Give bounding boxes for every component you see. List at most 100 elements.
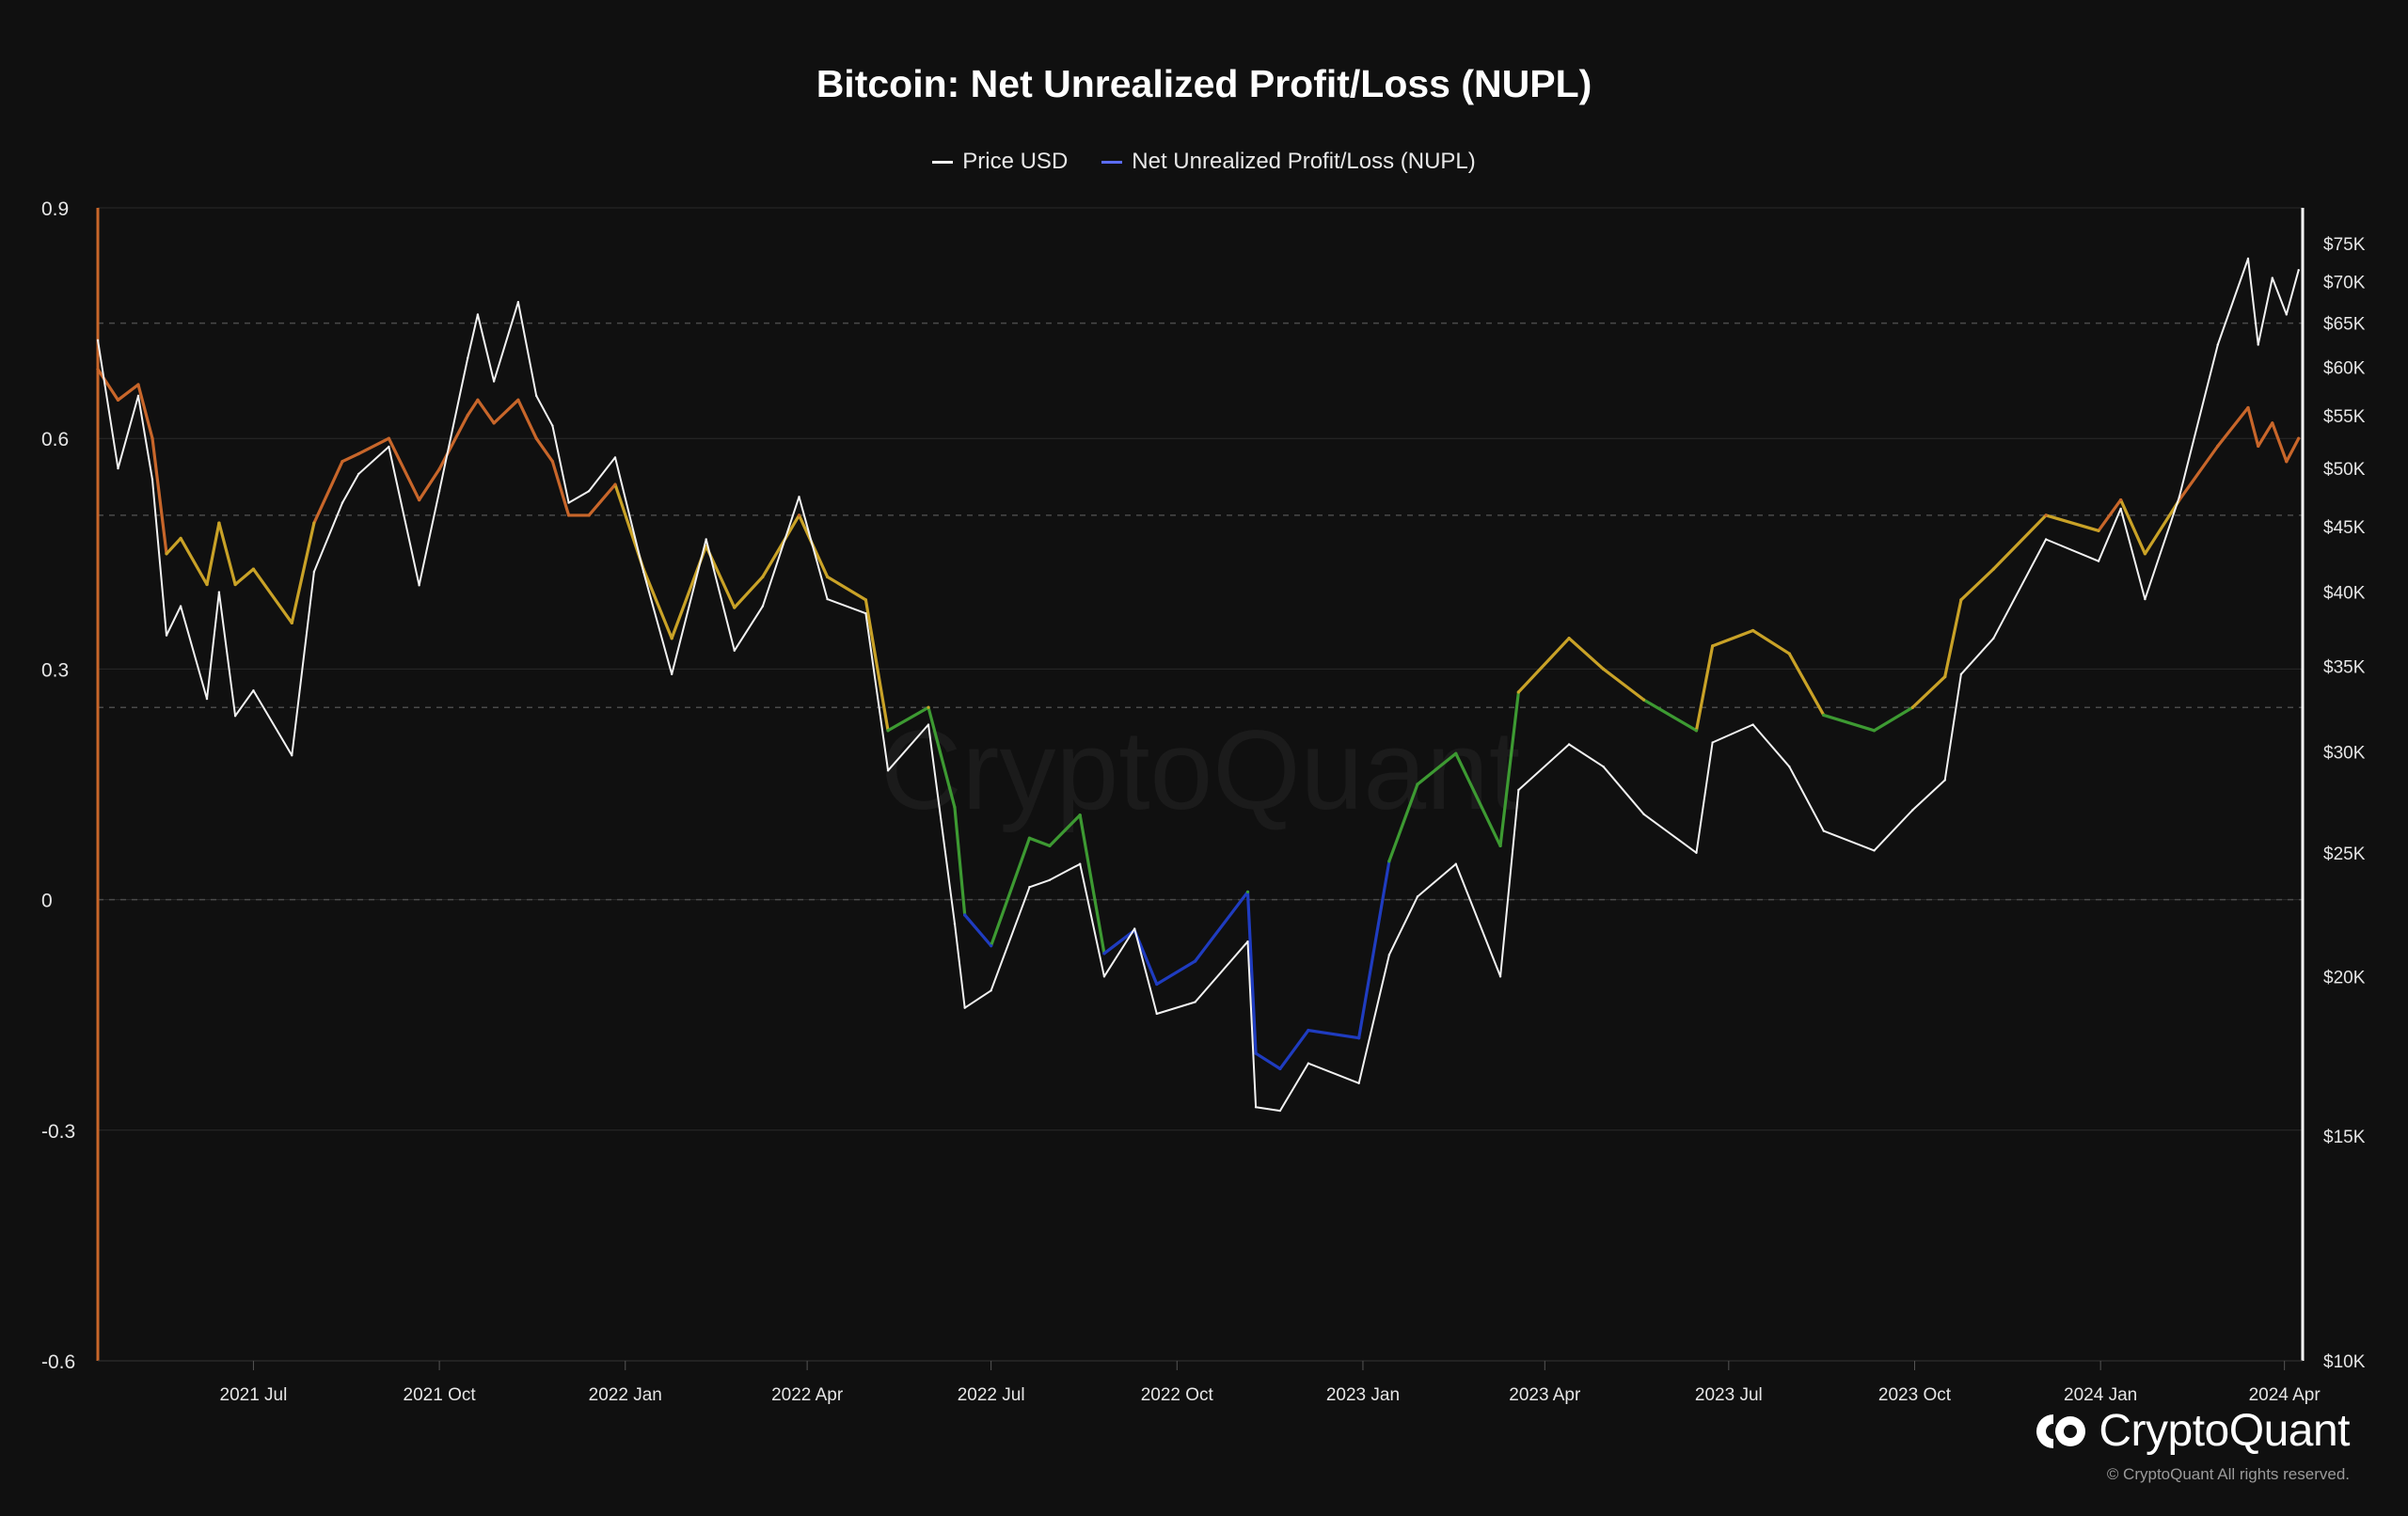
nupl-line-segment <box>953 805 967 917</box>
nupl-line-segment <box>1307 1028 1361 1040</box>
price-point <box>1711 741 1714 744</box>
price-point <box>1602 766 1605 768</box>
nupl-line-segment <box>1602 667 1646 702</box>
nupl-point <box>2119 497 2123 502</box>
nupl-point <box>136 383 140 387</box>
price-point <box>2097 560 2100 562</box>
nupl-point <box>1307 1028 1310 1033</box>
cryptoquant-logo-icon <box>2036 1413 2086 1448</box>
nupl-point <box>2285 460 2289 464</box>
nupl-line-segment <box>150 436 168 556</box>
price-point <box>1517 788 1520 792</box>
x-tick-label: 2023 Jul <box>1695 1385 1763 1405</box>
price-point <box>1959 672 1963 676</box>
price-point <box>1133 927 1136 930</box>
nupl-line-segment <box>437 414 469 471</box>
nupl-point <box>1602 667 1606 671</box>
nupl-point <box>534 436 538 440</box>
price-point <box>1873 849 1876 852</box>
y-left-tick-label: -0.6 <box>41 1351 75 1373</box>
nupl-point <box>150 436 154 440</box>
nupl-point <box>1194 959 1197 963</box>
price-point <box>205 697 209 701</box>
price-point <box>2271 276 2273 279</box>
nupl-point <box>312 521 316 525</box>
price-point <box>1254 1106 1258 1109</box>
y-right-tick-label: $60K <box>2323 359 2366 379</box>
nupl-line-segment <box>165 536 182 556</box>
nupl-line-segment <box>2044 513 2100 532</box>
price-point <box>1028 886 1031 889</box>
price-point <box>1307 1062 1310 1065</box>
legend-swatch-nupl <box>1101 160 1123 164</box>
y-left-tick-label: 0.9 <box>41 198 69 220</box>
price-point <box>2144 597 2147 601</box>
nupl-line-segment <box>1194 890 1250 963</box>
nupl-point <box>2216 444 2220 448</box>
nupl-line-segment <box>1498 690 1520 847</box>
legend-label-price: Price USD <box>962 149 1069 174</box>
copyright: © CryptoQuant All rights reserved. <box>2106 1465 2350 1483</box>
nupl-line-segment <box>1991 513 2048 571</box>
x-tick-label: 2023 Apr <box>1509 1385 1581 1405</box>
nupl-line-segment <box>356 436 390 456</box>
legend-item-nupl[interactable]: Net Unrealized Profit/Loss (NUPL) <box>1101 149 1476 175</box>
price-point <box>1498 975 1502 978</box>
nupl-line-segment <box>116 383 140 402</box>
nupl-point <box>1254 1051 1258 1055</box>
nupl-point <box>179 536 182 541</box>
price-point <box>117 466 119 470</box>
price-point <box>1155 1012 1159 1016</box>
price-point <box>567 501 570 504</box>
x-tick-label: 2023 Jan <box>1326 1385 1400 1405</box>
price-point <box>733 649 736 652</box>
x-tick-label: 2024 Apr <box>2249 1385 2321 1405</box>
nupl-line-segment <box>418 467 441 502</box>
nupl-point <box>1498 844 1502 847</box>
y-right-tick-label: $35K <box>2323 657 2366 677</box>
nupl-line-segment <box>1416 751 1458 786</box>
nupl-point <box>476 398 480 402</box>
nupl-line-segment <box>312 460 344 525</box>
nupl-line-segment <box>990 836 1032 948</box>
nupl-point <box>387 436 390 440</box>
y-right-tick-label: $45K <box>2323 518 2366 538</box>
nupl-point <box>341 460 344 464</box>
y-left-tick-label: 0.3 <box>41 659 69 681</box>
nupl-point <box>2143 552 2147 556</box>
nupl-point <box>566 513 571 517</box>
y-right-tick-label: $70K <box>2323 274 2366 293</box>
price-point <box>217 591 221 593</box>
price-point <box>388 445 390 449</box>
nupl-point <box>1027 836 1032 840</box>
legend-swatch-price <box>932 160 954 164</box>
price-point <box>927 723 930 726</box>
nupl-line-segment <box>290 521 316 624</box>
price-point <box>136 394 140 398</box>
y-right-tick-label: $65K <box>2323 314 2366 334</box>
nupl-line-segment <box>1454 751 1502 847</box>
price-point <box>476 313 480 316</box>
price-point <box>551 424 554 427</box>
price-point <box>613 456 617 459</box>
price-point <box>761 605 765 608</box>
price-point <box>2285 313 2289 316</box>
nupl-point <box>1943 674 1947 679</box>
nupl-point <box>613 482 617 486</box>
brand: CryptoQuant <box>2035 1405 2350 1457</box>
legend-item-price[interactable]: Price USD <box>932 149 1068 175</box>
nupl-point <box>1357 1036 1361 1040</box>
nupl-line-segment <box>476 398 496 425</box>
nupl-point <box>1567 637 1571 640</box>
nupl-point <box>1641 698 1646 702</box>
nupl-line-segment <box>1155 959 1197 987</box>
nupl-point <box>863 598 868 602</box>
nupl-point <box>437 467 441 471</box>
y-left-tick-label: 0.6 <box>41 429 69 450</box>
nupl-point <box>1155 982 1159 987</box>
price-point <box>165 634 168 637</box>
nupl-line-segment <box>534 436 555 464</box>
nupl-line-segment <box>2257 421 2274 448</box>
price-point <box>96 339 100 342</box>
